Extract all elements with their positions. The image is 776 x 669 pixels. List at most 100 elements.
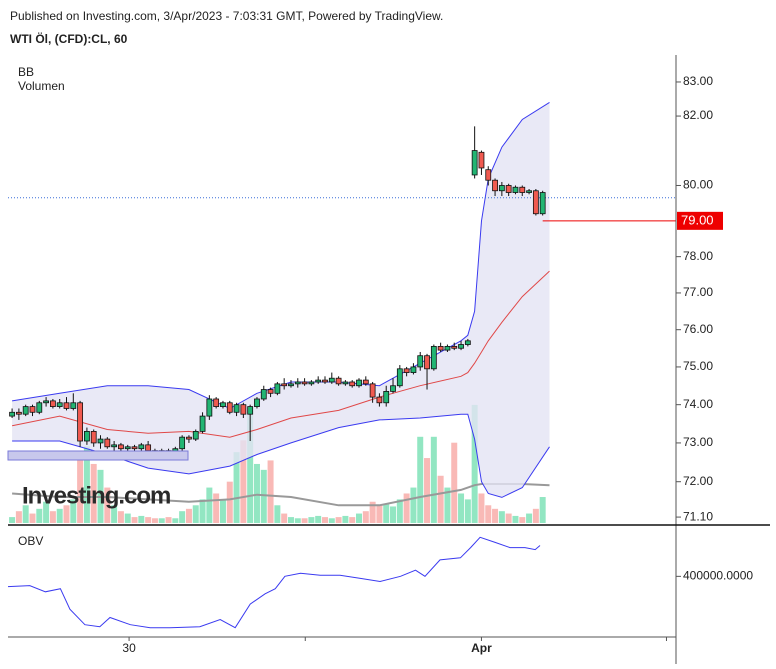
candle-body [131, 446, 138, 450]
candle-body [390, 385, 396, 392]
candle-body [458, 344, 464, 349]
candle-body [396, 368, 403, 387]
candle-body [192, 431, 199, 440]
candle-body [322, 379, 328, 383]
candle-body [492, 179, 498, 192]
volume-bar [356, 513, 363, 523]
volume-bar [532, 508, 539, 523]
candle-body [410, 366, 417, 373]
volume-bar [458, 493, 465, 523]
volume-bar [424, 458, 431, 523]
volume-bar [104, 487, 111, 523]
chart-title: WTI Öl, (CFD):CL, 60 [10, 31, 128, 46]
volume-bar [151, 518, 158, 523]
volume-bar [267, 460, 274, 523]
volume-bar [22, 505, 29, 523]
published-note: Published on Investing.com, 3/Apr/2023 -… [10, 9, 443, 23]
obv-line [7, 536, 541, 629]
legend-volume: Volumen [18, 79, 65, 93]
volume-bar [274, 505, 281, 523]
candle-body [213, 398, 220, 407]
candle-body [70, 402, 77, 409]
candle-body [233, 404, 240, 413]
candle-body [247, 406, 254, 415]
volume-bar [417, 436, 424, 523]
candle-body [505, 185, 512, 193]
volume-bar [213, 493, 220, 523]
y-tick-label: 74.00 [683, 397, 713, 411]
volume-bar [131, 517, 138, 523]
candle-body [519, 186, 526, 193]
volume-bar [301, 518, 308, 523]
volume-bar [321, 517, 328, 523]
candle-body [301, 381, 308, 385]
candle-body [36, 402, 43, 413]
volume-bar [247, 410, 254, 523]
volume-bar [63, 505, 70, 523]
candle-body [308, 381, 315, 385]
volume-bar [492, 508, 499, 523]
volume-bar [253, 463, 260, 523]
candle-body [417, 355, 424, 368]
volume-bar [539, 497, 546, 523]
candle-body [186, 436, 192, 440]
candle-body [77, 402, 84, 442]
candle-body [118, 444, 124, 450]
candle-body [267, 389, 274, 394]
volume-bar [111, 505, 118, 523]
candle-body [145, 444, 152, 452]
volume-bar [478, 493, 485, 523]
volume-bar [471, 404, 478, 523]
candle-body [226, 402, 233, 413]
candle-body [342, 381, 349, 385]
volume-bar [328, 518, 335, 523]
volume-bar [240, 440, 247, 523]
x-tick-label: 30 [122, 641, 136, 655]
price-marker-label: 79.00 [681, 212, 714, 227]
volume-bar [138, 515, 145, 523]
volume-bar [430, 436, 437, 523]
legend-bb: BB [18, 65, 34, 79]
volume-bar [335, 517, 342, 523]
candle-body [383, 391, 390, 404]
candle-body [349, 381, 356, 387]
candle-body [526, 190, 532, 193]
candle-body [254, 398, 260, 407]
volume-bar [172, 518, 179, 523]
candle-body [90, 431, 97, 444]
volume-bar [349, 517, 356, 523]
volume-bar [287, 517, 294, 523]
volume-bar [77, 452, 84, 523]
obv-title: OBV [18, 534, 43, 548]
volume-bar [390, 506, 397, 523]
candle-body [437, 345, 444, 351]
volume-bar [451, 442, 458, 523]
volume-bar [444, 487, 451, 523]
candle-body [9, 411, 15, 417]
candle-body [403, 368, 410, 373]
candle-body [104, 438, 111, 448]
volume-bar [185, 508, 192, 523]
volume-bar [36, 508, 43, 523]
y-tick-label: 72.00 [683, 474, 713, 488]
candle-body [179, 436, 186, 450]
volume-bar [383, 504, 390, 523]
x-tick-label: Apr [471, 641, 492, 655]
candle-body [464, 340, 471, 345]
volume-bar [206, 487, 213, 523]
candle-body [335, 377, 342, 385]
volume-bar [145, 517, 152, 523]
volume-bar [376, 505, 383, 523]
candle-body [15, 411, 22, 415]
volume-bar [56, 508, 63, 523]
candle-body [369, 383, 376, 398]
volume-bar [396, 499, 403, 523]
y-tick-label: 73.00 [683, 435, 713, 449]
volume-bar [498, 511, 505, 523]
candle-body [451, 345, 458, 349]
candle-body [328, 377, 335, 383]
candle-body [206, 398, 213, 417]
candle-body [424, 355, 430, 370]
volume-bar [526, 513, 533, 523]
volume-bar [485, 505, 492, 523]
